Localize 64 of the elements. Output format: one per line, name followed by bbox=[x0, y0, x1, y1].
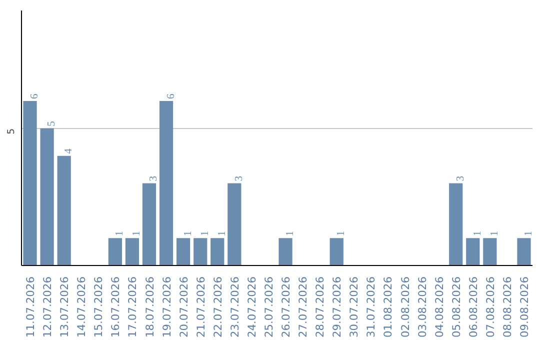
x-tick-label: 11.07.2026 bbox=[24, 276, 38, 338]
bar bbox=[194, 238, 208, 266]
data-label: 1 bbox=[472, 230, 484, 236]
data-label: 1 bbox=[182, 230, 194, 236]
x-tick-label: 20.07.2026 bbox=[177, 276, 190, 338]
x-tick-label: 14.07.2026 bbox=[75, 276, 88, 338]
bar bbox=[228, 183, 242, 266]
x-tick-label: 16.07.2026 bbox=[109, 276, 122, 338]
x-tick-label: 07.08.2026 bbox=[484, 276, 497, 338]
x-tick-label: 26.07.2026 bbox=[280, 276, 293, 338]
x-tick-label: 06.08.2026 bbox=[466, 276, 480, 338]
x-tick-label: 17.07.2026 bbox=[126, 276, 140, 338]
bar bbox=[330, 238, 344, 266]
bar bbox=[449, 183, 463, 266]
x-tick-label: 22.07.2026 bbox=[211, 276, 224, 338]
x-tick-label: 25.07.2026 bbox=[262, 276, 276, 338]
data-label: 3 bbox=[455, 176, 466, 182]
x-tick-label: 24.07.2026 bbox=[245, 276, 258, 338]
data-label: 1 bbox=[132, 230, 143, 236]
x-tick-label: 21.07.2026 bbox=[194, 276, 208, 338]
x-tick-label: 23.07.2026 bbox=[228, 276, 242, 338]
data-label: 6 bbox=[30, 92, 41, 99]
bar bbox=[517, 238, 531, 266]
bar bbox=[125, 238, 140, 266]
x-tick-label: 12.07.2026 bbox=[41, 276, 54, 338]
x-tick-label: 09.08.2026 bbox=[518, 276, 531, 338]
x-tick-label: 08.08.2026 bbox=[500, 276, 514, 338]
data-label: 5 bbox=[46, 121, 58, 126]
bar bbox=[278, 238, 292, 266]
data-label: 4 bbox=[64, 148, 75, 154]
x-tick-label: 04.08.2026 bbox=[432, 276, 446, 338]
data-label: 3 bbox=[148, 176, 160, 182]
bar bbox=[108, 238, 122, 266]
x-tick-label: 31.07.2026 bbox=[364, 276, 378, 338]
bar bbox=[142, 183, 156, 266]
x-tick-label: 30.07.2026 bbox=[348, 276, 361, 338]
data-label: 1 bbox=[489, 230, 500, 236]
data-label: 1 bbox=[285, 230, 296, 236]
data-label: 1 bbox=[336, 230, 348, 236]
data-label: 1 bbox=[523, 230, 534, 236]
data-label: 1 bbox=[200, 230, 211, 236]
bar bbox=[40, 128, 54, 266]
x-tick-label: 13.07.2026 bbox=[58, 276, 72, 338]
x-tick-label: 28.07.2026 bbox=[314, 276, 327, 338]
bar bbox=[23, 100, 37, 266]
x-tick-label: 01.08.2026 bbox=[382, 276, 395, 338]
bar bbox=[466, 238, 480, 266]
x-tick-label: 27.07.2026 bbox=[296, 276, 310, 338]
data-label: 1 bbox=[216, 230, 228, 236]
x-tick-label: 18.07.2026 bbox=[143, 276, 156, 338]
data-label: 3 bbox=[234, 176, 245, 182]
bar bbox=[159, 100, 174, 266]
x-tick-label: 15.07.2026 bbox=[92, 276, 106, 338]
x-tick-label: 29.07.2026 bbox=[330, 276, 344, 338]
bar bbox=[57, 156, 71, 266]
bar bbox=[210, 238, 224, 266]
x-tick-label: 19.07.2026 bbox=[160, 276, 174, 338]
bar bbox=[483, 238, 497, 266]
x-tick-label: 02.08.2026 bbox=[398, 276, 412, 338]
x-tick-label: 03.08.2026 bbox=[416, 276, 429, 338]
x-tick-label: 05.08.2026 bbox=[450, 276, 463, 338]
data-label: 6 bbox=[166, 92, 177, 99]
data-label: 1 bbox=[114, 230, 126, 236]
bar bbox=[176, 238, 190, 266]
